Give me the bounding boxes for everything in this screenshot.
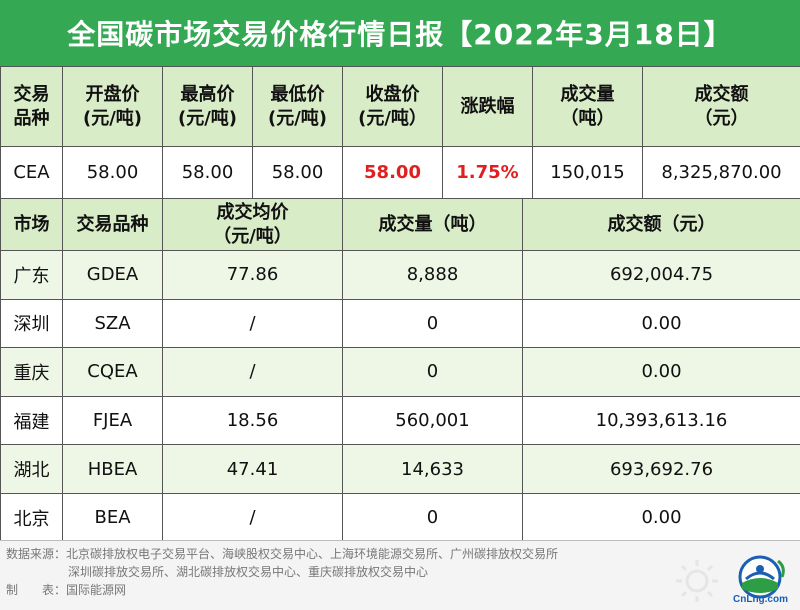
header-volume: 成交量 （吨） xyxy=(532,66,643,147)
market-cell: 湖北 xyxy=(0,444,63,494)
product-cell: CQEA xyxy=(62,347,163,397)
product-cell: HBEA xyxy=(62,444,163,494)
national-data-row: CEA 58.00 58.00 58.00 58.00 1.75% 150,01… xyxy=(0,146,800,199)
avg-price-cell: / xyxy=(162,298,343,349)
data-source-line-2: 深圳碳排放交易所、湖北碳排放权交易中心、重庆碳排放权交易中心 xyxy=(68,565,429,579)
header-low: 最低价 (元/吨) xyxy=(252,66,343,147)
market-cell: 广东 xyxy=(0,250,63,300)
regional-header-row: 市场 交易品种 成交均价 （元/吨） 成交量（吨） 成交额（元） xyxy=(0,198,800,251)
data-source-line: 数据来源：北京碳排放权电子交易平台、海峡股权交易中心、上海环境能源交易所、广州碳… xyxy=(6,547,559,561)
market-cell: 重庆 xyxy=(0,347,63,397)
amount-cell: 0.00 xyxy=(522,347,800,397)
amount-cell: 0.00 xyxy=(522,298,800,349)
volume-cell: 14,633 xyxy=(342,444,523,494)
header-regional-volume: 成交量（吨） xyxy=(342,198,523,251)
volume-cell: 0 xyxy=(342,347,523,397)
product-cell: GDEA xyxy=(62,250,163,300)
header-close: 收盘价 (元/吨） xyxy=(342,66,443,147)
cnlng-globe-logo-icon xyxy=(738,555,785,599)
footer-notes: 数据来源：北京碳排放权电子交易平台、海峡股权交易中心、上海环境能源交易所、广州碳… xyxy=(0,540,800,610)
market-cell: 福建 xyxy=(0,395,63,446)
table-row: 北京 BEA / 0 0.00 xyxy=(0,492,800,543)
cea-change: 1.75% xyxy=(442,146,533,199)
amount-cell: 10,393,613.16 xyxy=(522,395,800,446)
avg-price-cell: / xyxy=(162,492,343,543)
market-cell: 深圳 xyxy=(0,298,63,349)
volume-cell: 560,001 xyxy=(342,395,523,446)
product-cell: BEA xyxy=(62,492,163,543)
table-row: 湖北 HBEA 47.41 14,633 693,692.76 xyxy=(0,444,800,494)
header-amount: 成交额 （元） xyxy=(642,66,800,147)
table-maker-line: 制 表：国际能源网 xyxy=(6,583,127,597)
national-header-row: 交易 品种 开盘价 (元/吨) 最高价 (元/吨) 最低价 (元/吨) 收盘价 (元/吨）… xyxy=(0,66,800,147)
national-market-table: 交易 品种 开盘价 (元/吨) 最高价 (元/吨) 最低价 (元/吨) 收盘价 (元/吨）… xyxy=(0,66,800,199)
amount-cell: 0.00 xyxy=(522,492,800,543)
avg-price-cell: 47.41 xyxy=(162,444,343,494)
cea-close: 58.00 xyxy=(342,146,443,199)
amount-cell: 692,004.75 xyxy=(522,250,800,300)
regional-market-table: 市场 交易品种 成交均价 （元/吨） 成交量（吨） 成交额（元） 广东 GDEA … xyxy=(0,198,800,543)
report-title: 全国碳市场交易价格行情日报【2022年3月18日】 xyxy=(0,0,800,66)
header-market: 市场 xyxy=(0,198,63,251)
cea-low: 58.00 xyxy=(252,146,343,199)
header-regional-amount: 成交额（元） xyxy=(522,198,800,251)
cea-high: 58.00 xyxy=(162,146,253,199)
table-row: 深圳 SZA / 0 0.00 xyxy=(0,298,800,349)
table-row: 福建 FJEA 18.56 560,001 10,393,613.16 xyxy=(0,395,800,446)
avg-price-cell: 77.86 xyxy=(162,250,343,300)
cea-volume: 150,015 xyxy=(532,146,643,199)
cea-amount: 8,325,870.00 xyxy=(642,146,800,199)
header-regional-product: 交易品种 xyxy=(62,198,163,251)
table-row: 重庆 CQEA / 0 0.00 xyxy=(0,347,800,397)
header-open: 开盘价 (元/吨) xyxy=(62,66,163,147)
header-high: 最高价 (元/吨) xyxy=(162,66,253,147)
header-change: 涨跌幅 xyxy=(442,66,533,147)
avg-price-cell: 18.56 xyxy=(162,395,343,446)
product-cell: FJEA xyxy=(62,395,163,446)
cea-product: CEA xyxy=(0,146,63,199)
avg-price-cell: / xyxy=(162,347,343,397)
product-cell: SZA xyxy=(62,298,163,349)
header-product: 交易 品种 xyxy=(0,66,63,147)
table-row: 广东 GDEA 77.86 8,888 692,004.75 xyxy=(0,250,800,300)
market-cell: 北京 xyxy=(0,492,63,543)
logo-text: CnLng.com xyxy=(733,594,788,605)
sun-watermark-icon xyxy=(676,560,718,602)
header-avg-price: 成交均价 （元/吨） xyxy=(162,198,343,251)
amount-cell: 693,692.76 xyxy=(522,444,800,494)
cea-open: 58.00 xyxy=(62,146,163,199)
volume-cell: 8,888 xyxy=(342,250,523,300)
volume-cell: 0 xyxy=(342,492,523,543)
volume-cell: 0 xyxy=(342,298,523,349)
